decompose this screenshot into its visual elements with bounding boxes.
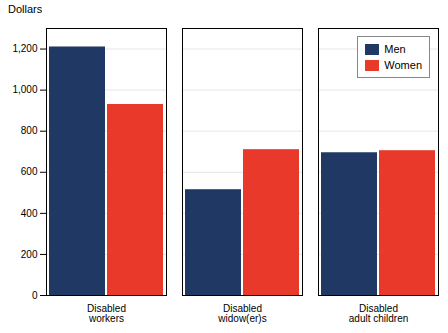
svg-text:600: 600	[21, 166, 38, 177]
html-text:Women: Women	[384, 59, 422, 71]
svg-text:Disabledworkers: Disabledworkers	[87, 303, 126, 324]
svg-text:800: 800	[21, 125, 38, 136]
svg-text:0: 0	[32, 290, 38, 301]
svg-text:Disabledwidow(er)s: Disabledwidow(er)s	[217, 303, 266, 324]
svg-text:Disabledadult children: Disabledadult children	[349, 303, 408, 324]
html-text:Men: Men	[384, 43, 406, 55]
svg-text:400: 400	[21, 208, 38, 219]
svg-text:1,000: 1,000	[12, 84, 37, 95]
html-text:Dollars: Dollars	[8, 3, 43, 15]
svg-text:200: 200	[21, 249, 38, 260]
svg-text:1,200: 1,200	[12, 43, 37, 54]
